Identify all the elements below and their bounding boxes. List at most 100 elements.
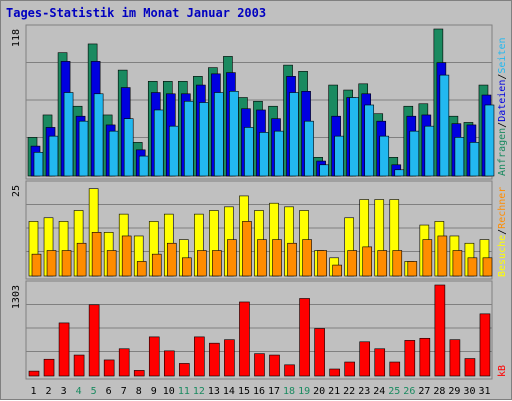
bar-kb-day-4: [73, 354, 85, 377]
bar-kb-day-24: [374, 348, 386, 377]
bar-kb-day-22: [344, 361, 355, 377]
bar-seiten-day-30: [469, 142, 480, 177]
bar-seiten-day-3: [63, 92, 74, 177]
bar-seiten-day-24: [379, 135, 390, 177]
bar-kb-day-25: [389, 361, 401, 377]
x-tick-label-day-13: 13: [208, 386, 220, 397]
bar-kb-day-15: [239, 301, 250, 377]
bar-kb-day-1: [28, 370, 40, 377]
bar-seiten-day-5: [93, 93, 104, 177]
bar-seiten-day-25: [394, 169, 405, 177]
legend-requests-files-pages-part: /: [497, 74, 508, 80]
bar-kb-day-23: [359, 341, 371, 377]
bar-seiten-day-6: [108, 130, 119, 177]
bar-seiten-day-23: [364, 104, 375, 177]
bar-rechner-day-1: [31, 253, 42, 277]
x-tick-label-day-29: 29: [448, 386, 460, 397]
bar-kb-day-8: [133, 370, 145, 377]
bar-seiten-day-7: [123, 118, 134, 177]
x-tick-label-day-27: 27: [418, 386, 430, 397]
bar-rechner-day-7: [121, 235, 132, 277]
x-tick-label-day-6: 6: [106, 386, 112, 397]
bar-seiten-day-15: [244, 127, 254, 177]
bar-kb-day-10: [163, 350, 175, 377]
bar-rechner-day-21: [332, 264, 342, 277]
bar-kb-day-30: [464, 358, 476, 377]
bar-rechner-day-27: [422, 239, 433, 277]
bar-kb-day-6: [103, 359, 115, 377]
panel-3-ytick-label: 1303: [11, 285, 22, 309]
legend-requests-files-pages: Anfragen/Dateien/Seiten: [497, 37, 508, 176]
bar-kb-day-3: [58, 322, 70, 377]
bar-seiten-day-11: [184, 100, 194, 177]
bar-seiten-day-10: [168, 125, 179, 177]
legend-kb: kB: [497, 365, 508, 377]
bar-rechner-day-12: [197, 250, 207, 277]
bar-seiten-day-1: [33, 152, 44, 177]
bar-seiten-day-28: [439, 74, 450, 177]
x-tick-label-day-2: 2: [46, 386, 52, 397]
x-tick-label-day-5: 5: [91, 386, 97, 397]
bar-kb-day-9: [148, 336, 160, 377]
bar-rechner-day-19: [302, 239, 312, 277]
x-tick-label-day-20: 20: [313, 386, 325, 397]
bar-seiten-day-2: [48, 135, 59, 177]
x-tick-label-day-1: 1: [31, 386, 37, 397]
bar-seiten-day-4: [78, 120, 89, 177]
x-tick-label-day-26: 26: [403, 386, 415, 397]
bar-kb-day-17: [269, 354, 280, 377]
bar-rechner-day-13: [212, 250, 222, 277]
bar-kb-day-21: [329, 368, 340, 377]
legend-visits-hosts: Besuche/Rechner: [497, 187, 508, 277]
x-tick-label-day-14: 14: [223, 386, 235, 397]
bar-kb-day-11: [179, 363, 190, 377]
bar-seiten-day-19: [304, 120, 314, 177]
bar-rechner-day-10: [166, 242, 177, 277]
bar-kb-day-7: [118, 348, 130, 377]
bar-rechner-day-26: [407, 261, 418, 277]
bar-kb-day-27: [419, 337, 431, 377]
x-tick-label-day-9: 9: [151, 386, 157, 397]
panel-2-ytick-label: 25: [11, 185, 22, 197]
bar-seiten-day-29: [454, 137, 465, 177]
x-tick-label-day-19: 19: [298, 386, 310, 397]
bar-rechner-day-4: [76, 242, 87, 277]
bar-seiten-day-13: [214, 92, 224, 177]
x-tick-label-day-4: 4: [76, 386, 82, 397]
bar-rechner-day-3: [61, 250, 72, 277]
bar-kb-day-29: [449, 339, 461, 377]
bar-rechner-day-20: [317, 250, 327, 277]
bar-kb-day-13: [209, 342, 220, 377]
bar-rechner-day-25: [392, 250, 403, 277]
x-tick-label-day-30: 30: [463, 386, 475, 397]
x-tick-label-day-28: 28: [433, 386, 445, 397]
legend-requests-files-pages-part: Anfragen: [497, 128, 508, 176]
bar-rechner-day-15: [242, 221, 252, 277]
bar-seiten-day-22: [349, 97, 359, 177]
bar-seiten-day-12: [199, 102, 209, 177]
bar-rechner-day-17: [272, 239, 282, 277]
x-tick-label-day-10: 10: [163, 386, 175, 397]
legend-requests-files-pages-part: Dateien: [497, 80, 508, 122]
legend-requests-files-pages-part: Seiten: [497, 37, 508, 73]
bar-rechner-day-8: [136, 261, 147, 277]
bar-kb-day-20: [314, 328, 325, 377]
x-tick-label-day-3: 3: [61, 386, 67, 397]
x-tick-label-day-12: 12: [193, 386, 205, 397]
bar-rechner-day-6: [106, 250, 117, 277]
x-tick-label-day-24: 24: [373, 386, 385, 397]
panel-1-ytick-label: 118: [11, 29, 22, 47]
bar-seiten-day-17: [274, 130, 284, 177]
x-tick-label-day-18: 18: [283, 386, 295, 397]
bar-seiten-day-18: [289, 92, 299, 177]
bar-seiten-day-9: [153, 109, 164, 177]
bar-seiten-day-20: [319, 164, 329, 177]
x-tick-label-day-15: 15: [238, 386, 250, 397]
chart-title: Tages-Statistik im Monat Januar 2003: [6, 6, 267, 20]
x-tick-label-day-11: 11: [178, 386, 190, 397]
bar-rechner-day-30: [467, 257, 478, 277]
bar-rechner-day-9: [151, 253, 162, 277]
bar-rechner-day-16: [257, 239, 267, 277]
